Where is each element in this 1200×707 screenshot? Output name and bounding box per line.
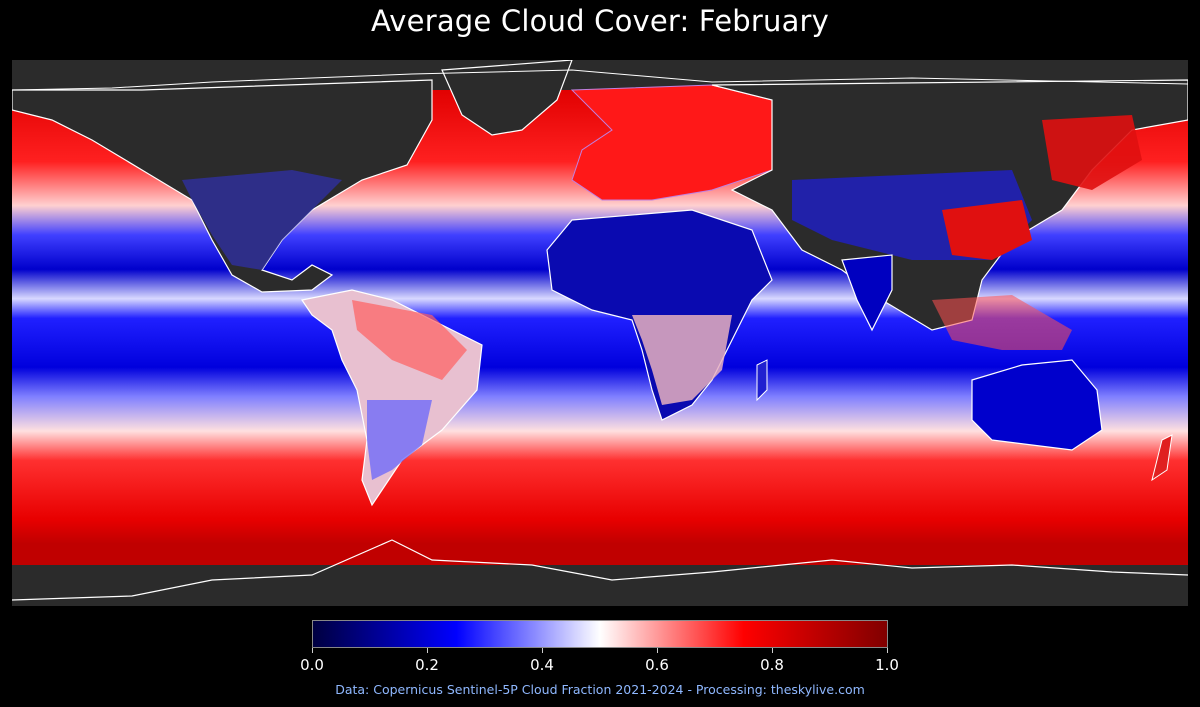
greenland bbox=[441, 60, 573, 136]
australia-landmass bbox=[971, 359, 1103, 451]
antarctic-nodata bbox=[12, 565, 1188, 606]
madagascar bbox=[756, 359, 768, 402]
north-america-cloud bbox=[182, 170, 342, 270]
arctic-coast bbox=[12, 69, 1188, 91]
tick-mark bbox=[312, 648, 313, 653]
tick-mark bbox=[427, 648, 428, 653]
india bbox=[841, 254, 893, 332]
south-america-south-blue bbox=[367, 400, 432, 480]
colorbar bbox=[312, 620, 888, 648]
maritime-asia bbox=[932, 295, 1072, 350]
colorbar-tick-label: 0.4 bbox=[530, 656, 554, 674]
cloud-cover-map bbox=[12, 60, 1188, 606]
antarctica-coast bbox=[12, 539, 1188, 601]
tick-mark bbox=[542, 648, 543, 653]
tick-mark bbox=[887, 648, 888, 653]
map-canvas bbox=[12, 60, 1188, 606]
tick-mark bbox=[772, 648, 773, 653]
south-america-cloud-red bbox=[352, 300, 467, 380]
china-cloud-red bbox=[942, 200, 1032, 260]
colorbar-tick-label: 0.8 bbox=[760, 656, 784, 674]
central-africa-cloud bbox=[632, 315, 732, 405]
tick-mark bbox=[657, 648, 658, 653]
colorbar-tick-label: 0.0 bbox=[300, 656, 324, 674]
new-zealand bbox=[1151, 434, 1173, 482]
data-credit: Data: Copernicus Sentinel-5P Cloud Fract… bbox=[335, 682, 865, 697]
east-asia-cloud-red bbox=[1042, 115, 1142, 190]
colorbar-tick-label: 0.6 bbox=[645, 656, 669, 674]
colorbar-tick-label: 0.2 bbox=[415, 656, 439, 674]
colorbar-tick-label: 1.0 bbox=[875, 656, 899, 674]
map-title: Average Cloud Cover: February bbox=[370, 4, 830, 38]
